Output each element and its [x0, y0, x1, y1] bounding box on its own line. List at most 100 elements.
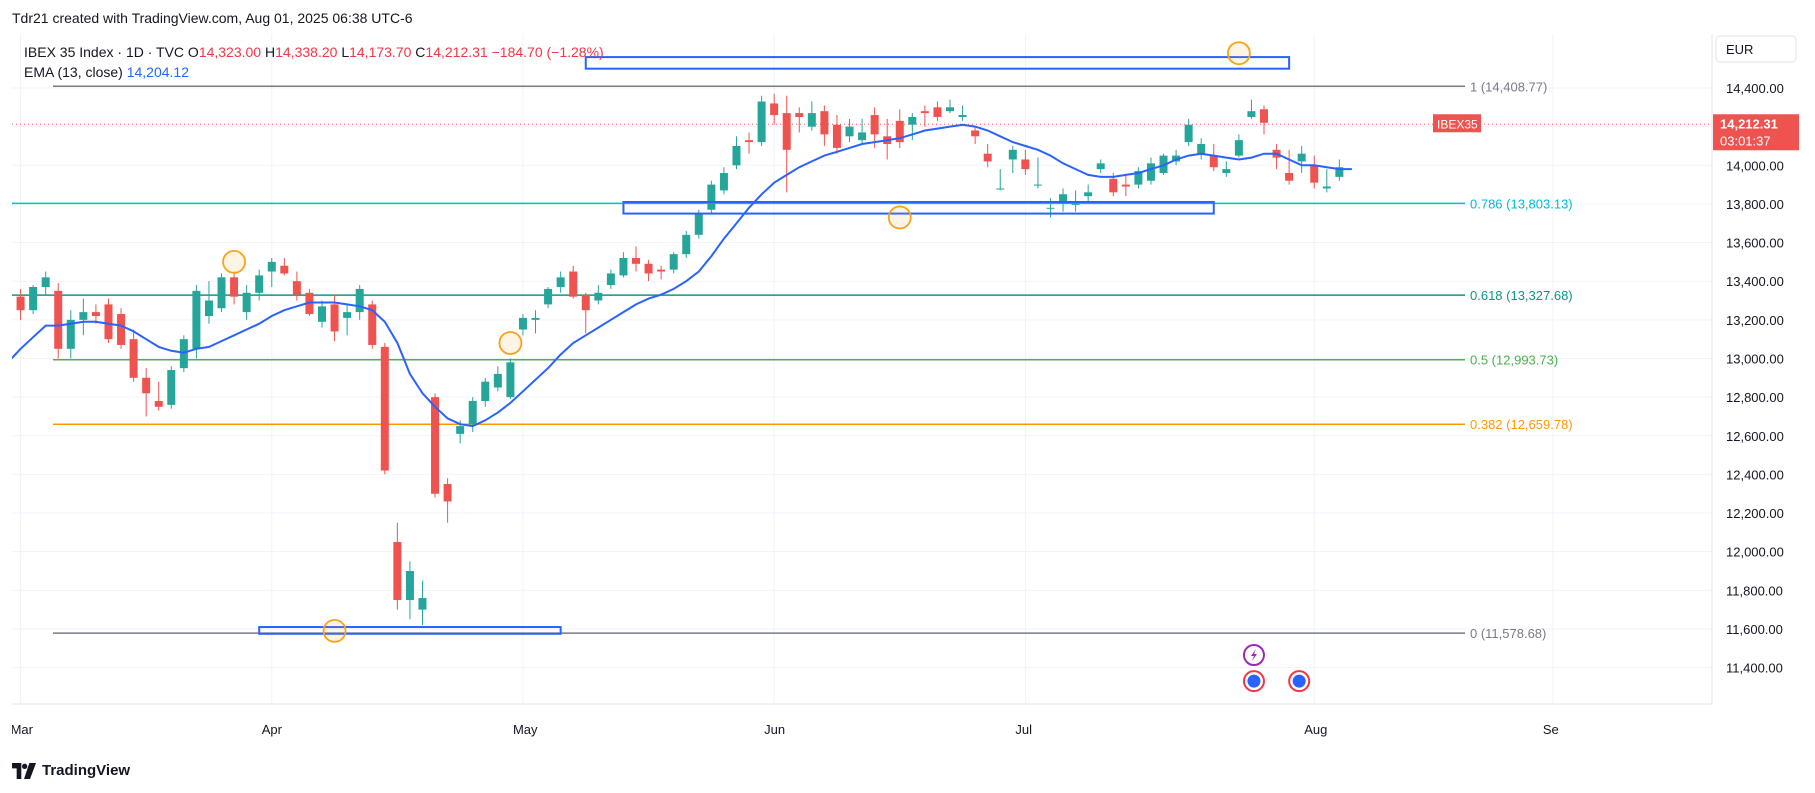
grid: [12, 34, 1712, 704]
candle: [443, 478, 452, 523]
candle-body: [908, 116, 917, 125]
price-tick-label: 13,600.00: [1726, 236, 1784, 251]
legend-ema-row: EMA (13, close) 14,204.12: [24, 62, 604, 82]
candle-body: [192, 290, 201, 349]
candle-body: [368, 304, 377, 345]
candle-body: [569, 271, 578, 297]
candle: [657, 265, 666, 280]
candle-body: [1121, 184, 1130, 187]
candle: [682, 230, 691, 259]
candle: [192, 285, 201, 359]
highlight-circle[interactable]: [887, 205, 912, 230]
candle: [267, 258, 276, 287]
candle-body: [632, 258, 640, 264]
candle-body: [920, 111, 929, 114]
last-price-badge: IBEX35 14,212.31 03:01:37: [1433, 114, 1799, 151]
candle-body: [1146, 163, 1155, 181]
candle: [556, 271, 565, 293]
candle-body: [719, 173, 728, 191]
candle: [1335, 159, 1344, 181]
candle-body: [142, 377, 151, 394]
candle-body: [556, 277, 565, 287]
time-tick-label: Apr: [262, 722, 283, 737]
candle: [858, 118, 867, 145]
last-price-label: 14,212.31: [1720, 116, 1778, 131]
price-tick-label: 13,000.00: [1726, 351, 1784, 366]
candle: [1322, 169, 1331, 193]
time-scale[interactable]: Mar Apr May Jun Jul Aug Se: [12, 722, 1559, 737]
candle-body: [204, 300, 213, 316]
candle-body: [858, 132, 867, 141]
price-chart[interactable]: EUR 14,400.00 14,000.00 13,800.00 13,600.00 1…: [12, 34, 1802, 751]
candle-body: [745, 140, 754, 143]
fib-retracement[interactable]: 1 (14,408.77) 0.786 (13,803.13) 0.618 (13,…: [12, 79, 1573, 641]
candle: [343, 304, 352, 336]
ema-label[interactable]: EMA (13, close): [24, 64, 123, 80]
candle-body: [343, 312, 352, 318]
candle: [1247, 99, 1256, 119]
candle: [745, 132, 754, 154]
highlight-circle[interactable]: [322, 618, 347, 643]
candle-body: [958, 115, 967, 117]
tradingview-logo-icon: [12, 762, 36, 779]
currency-box[interactable]: [1715, 35, 1797, 63]
resistance-box[interactable]: [584, 56, 1291, 70]
candle: [167, 366, 176, 409]
candle: [707, 180, 716, 214]
candle: [1285, 149, 1294, 185]
price-tick-label: 13,400.00: [1726, 274, 1784, 289]
candle-body: [732, 145, 741, 166]
candle: [1172, 149, 1181, 166]
candle-body: [91, 312, 100, 316]
time-tick-label: Se: [1543, 722, 1559, 737]
candle-body: [1234, 140, 1243, 156]
candle: [795, 107, 804, 133]
candle: [1310, 155, 1319, 189]
event-markers[interactable]: [1242, 644, 1311, 693]
candle: [1084, 184, 1093, 202]
candle-body: [1046, 207, 1055, 209]
candle: [29, 285, 38, 315]
candle: [946, 99, 954, 114]
candle-body: [242, 292, 251, 313]
support-box[interactable]: [622, 200, 1215, 215]
candle: [393, 522, 402, 610]
price-tick-label: 11,400.00: [1726, 661, 1783, 676]
candle-body: [355, 288, 364, 313]
chart-area[interactable]: EUR 14,400.00 14,000.00 13,800.00 13,600.00 1…: [12, 34, 1802, 751]
candle: [996, 169, 1005, 191]
candle: [1209, 144, 1218, 172]
economic-event-icon: [1247, 674, 1261, 688]
candle-body: [1310, 165, 1319, 183]
currency-selector[interactable]: EUR: [1715, 35, 1797, 63]
ema-line[interactable]: [12, 123, 1352, 428]
low-box[interactable]: [258, 626, 562, 635]
candle-body: [41, 277, 50, 287]
highlight-circle[interactable]: [498, 331, 523, 355]
drawings[interactable]: [222, 41, 1291, 643]
candle: [719, 167, 728, 195]
candle-body: [782, 113, 791, 150]
price-tick-label: 11,800.00: [1726, 583, 1783, 598]
ticker-badge: IBEX35: [1437, 117, 1478, 131]
candle: [732, 136, 741, 170]
price-tick-label: 11,600.00: [1726, 622, 1783, 637]
candle-body: [1096, 163, 1105, 170]
candle-body: [230, 277, 239, 297]
highlight-circle[interactable]: [222, 249, 246, 274]
candle: [1234, 134, 1243, 158]
candle-body: [217, 277, 226, 309]
candle-body: [54, 290, 63, 349]
candle-body: [757, 101, 766, 143]
candle: [1197, 138, 1206, 160]
candle-body: [1197, 144, 1206, 154]
candle-body: [1109, 178, 1118, 193]
candle-body: [946, 107, 954, 112]
highlight-circle[interactable]: [1226, 41, 1251, 66]
open-label: O: [187, 44, 199, 60]
candle: [1260, 105, 1268, 135]
symbol-name[interactable]: IBEX 35 Index · 1D · TVC: [24, 44, 185, 60]
candle: [1008, 145, 1017, 174]
candle-body: [1033, 184, 1042, 186]
price-scale[interactable]: EUR 14,400.00 14,000.00 13,800.00 13,600.00 1…: [12, 34, 1797, 705]
